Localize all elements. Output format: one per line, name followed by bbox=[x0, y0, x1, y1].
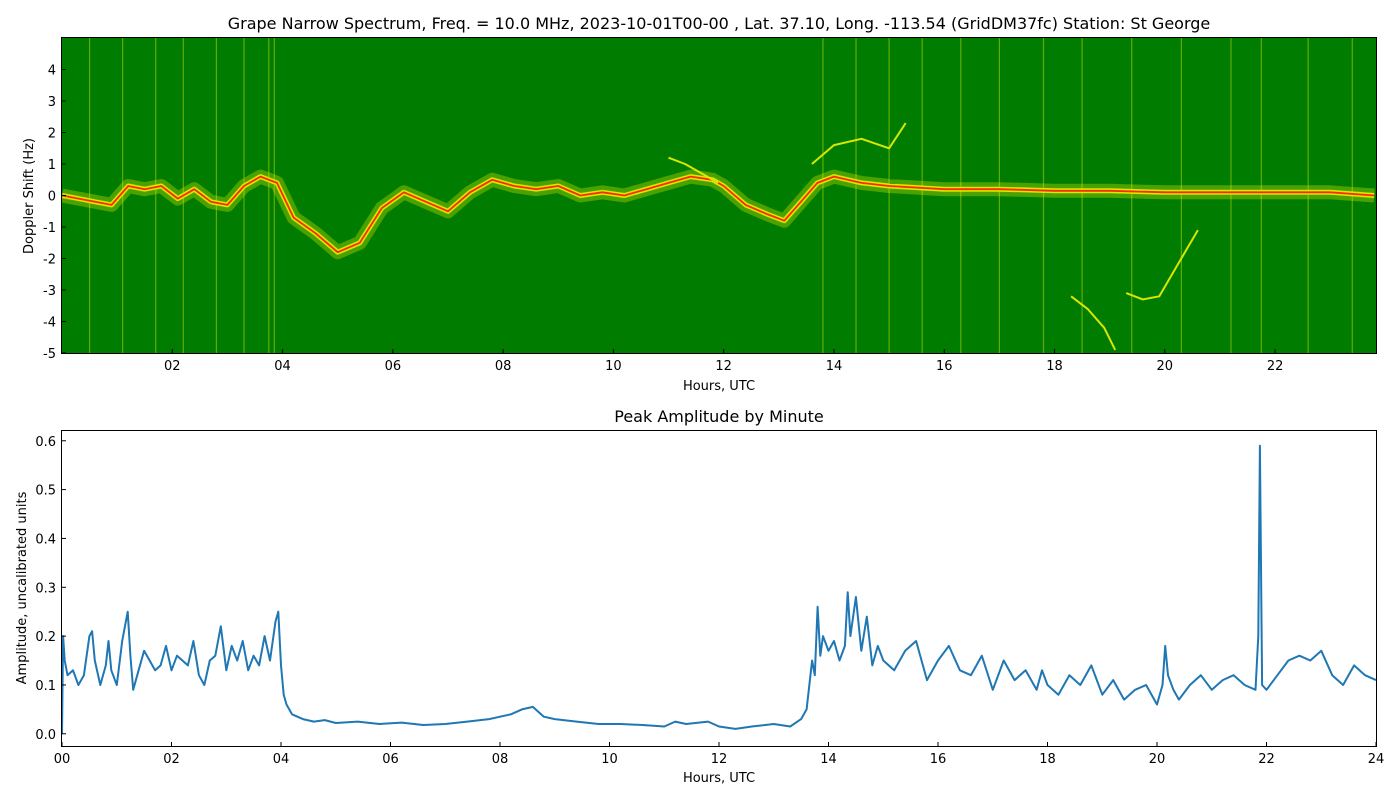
amplitude-x-tick-label: 06 bbox=[382, 752, 399, 767]
doppler-secondary-trace bbox=[811, 122, 907, 165]
spectrogram-y-tick-label: 2 bbox=[48, 127, 56, 142]
amplitude-x-axis: 00 02 04 06 08 10 12 14 16 18 20 22 24 bbox=[54, 742, 1385, 767]
spectrogram-y-tick-label: -3 bbox=[43, 284, 56, 299]
spectrogram-y-label: Doppler Shift (Hz) bbox=[22, 138, 37, 254]
amplitude-y-tick-label: 0.1 bbox=[35, 679, 56, 694]
amplitude-x-tick-label: 22 bbox=[1258, 752, 1275, 767]
spectrogram-x-tick-label: 06 bbox=[385, 359, 402, 374]
spectrogram-x-tick-label: 14 bbox=[826, 359, 843, 374]
amplitude-x-tick-label: 04 bbox=[273, 752, 290, 767]
spectrogram-x-tick-label: 10 bbox=[605, 359, 622, 374]
amplitude-x-tick-label: 24 bbox=[1368, 752, 1385, 767]
spectrogram-x-label: Hours, UTC bbox=[683, 379, 755, 394]
amplitude-x-tick-label: 18 bbox=[1039, 752, 1056, 767]
amplitude-x-label: Hours, UTC bbox=[683, 771, 755, 786]
spectrogram-x-tick-label: 22 bbox=[1267, 359, 1284, 374]
doppler-trace bbox=[61, 175, 1375, 254]
spectrogram-y-tick-label: -5 bbox=[43, 347, 56, 362]
amplitude-x-tick-label: 12 bbox=[711, 752, 728, 767]
spectrogram-y-tick-label: -1 bbox=[43, 221, 56, 236]
amplitude-frame bbox=[61, 430, 1377, 747]
spectrogram-x-tick-label: 18 bbox=[1046, 359, 1063, 374]
amplitude-plot-area bbox=[61, 444, 1377, 734]
amplitude-y-axis: 0.0 0.1 0.2 0.3 0.4 0.5 0.6 bbox=[35, 435, 66, 743]
amplitude-y-label: Amplitude, uncalibrated units bbox=[15, 491, 30, 684]
amplitude-x-tick-label: 14 bbox=[820, 752, 837, 767]
spectrogram-x-tick-label: 08 bbox=[495, 359, 512, 374]
spectrogram-x-tick-label: 20 bbox=[1157, 359, 1174, 374]
spectrogram-y-tick-label: 1 bbox=[48, 158, 56, 173]
amplitude-line bbox=[61, 444, 1377, 734]
doppler-secondary-trace bbox=[1125, 229, 1199, 301]
spectrogram-x-tick-label: 16 bbox=[936, 359, 953, 374]
doppler-secondary-trace bbox=[668, 156, 719, 184]
amplitude-x-tick-label: 10 bbox=[601, 752, 618, 767]
spectrogram-y-tick-label: -4 bbox=[43, 316, 56, 331]
spectrogram-x-tick-label: 02 bbox=[164, 359, 181, 374]
spectrogram-x-tick-label: 12 bbox=[715, 359, 732, 374]
amplitude-y-tick-label: 0.2 bbox=[35, 630, 56, 645]
spectrogram-y-tick-label: 0 bbox=[48, 190, 56, 205]
spectrogram-x-axis: 02 04 06 08 10 12 14 16 18 20 22 bbox=[164, 349, 1283, 374]
doppler-secondary-trace bbox=[1070, 295, 1117, 351]
amplitude-y-tick-label: 0.4 bbox=[35, 532, 56, 547]
amplitude-x-tick-label: 16 bbox=[930, 752, 947, 767]
amplitude-x-tick-label: 08 bbox=[492, 752, 509, 767]
spectrogram-y-tick-label: 3 bbox=[48, 95, 56, 110]
spectrogram-x-tick-label: 04 bbox=[274, 359, 291, 374]
spectrogram-plot-area bbox=[60, 38, 1376, 353]
amplitude-y-tick-label: 0.5 bbox=[35, 484, 56, 499]
amplitude-x-tick-label: 20 bbox=[1149, 752, 1166, 767]
amplitude-x-tick-label: 00 bbox=[54, 752, 71, 767]
amplitude-y-tick-label: 0.3 bbox=[35, 581, 56, 596]
amplitude-y-tick-label: 0.6 bbox=[35, 435, 56, 450]
spectrogram-frame bbox=[61, 37, 1377, 354]
amplitude-y-tick-label: 0.0 bbox=[35, 728, 56, 743]
spectrogram-y-tick-label: -2 bbox=[43, 253, 56, 268]
amplitude-x-tick-label: 02 bbox=[163, 752, 180, 767]
spectrogram-y-tick-label: 4 bbox=[48, 64, 56, 79]
spectrogram-title: Grape Narrow Spectrum, Freq. = 10.0 MHz,… bbox=[228, 14, 1211, 33]
spectrogram-y-axis: -5 -4 -3 -2 -1 0 1 2 3 4 bbox=[43, 64, 66, 362]
amplitude-title: Peak Amplitude by Minute bbox=[614, 407, 824, 426]
